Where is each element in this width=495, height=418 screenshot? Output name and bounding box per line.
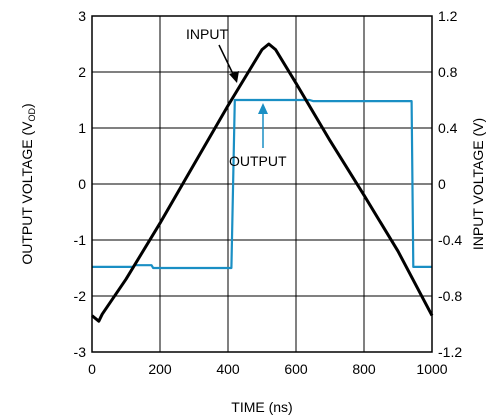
y-axis-left-title: OUTPUT VOLTAGE (VOD)	[19, 103, 37, 264]
x-tick-label: 600	[284, 361, 308, 377]
y-left-tick-label: 1	[78, 120, 86, 136]
y-right-tick-label: 0.8	[438, 64, 458, 80]
x-tick-label: 800	[352, 361, 376, 377]
y-right-tick-label: -0.4	[438, 232, 462, 248]
series-line-input	[91, 42, 434, 323]
y-right-tick-label: 0	[438, 176, 446, 192]
tick-labels: 0 200 400 600 800 1000 3 2 1 0 -1 -2 -3 1.2 0.8 0.4 0 -0.…	[74, 8, 463, 377]
y-right-tick-label: 1.2	[438, 8, 458, 24]
y-left-tick-label: 0	[78, 176, 86, 192]
y-left-tick-label: -2	[74, 288, 87, 304]
input-annotation-label: INPUT	[186, 26, 228, 42]
plot-frame	[91, 15, 433, 353]
y-right-tick-label: -0.8	[438, 288, 462, 304]
y-left-tick-label: 3	[78, 8, 86, 24]
x-tick-label: 400	[216, 361, 240, 377]
input-annotation: INPUT	[186, 26, 239, 83]
output-annotation-label: OUTPUT	[229, 153, 287, 169]
x-axis-title: TIME (ns)	[231, 399, 292, 415]
y-left-tick-label: -3	[74, 344, 87, 360]
x-tick-label: 200	[148, 361, 172, 377]
output-annotation: OUTPUT	[229, 103, 287, 169]
x-tick-label: 0	[88, 361, 96, 377]
y-left-tick-label: 2	[78, 64, 86, 80]
output-annotation-arrowhead	[258, 103, 268, 114]
input-annotation-arrowhead	[229, 71, 239, 83]
y-right-tick-label: 0.4	[438, 120, 458, 136]
x-tick-label: 1000	[416, 361, 447, 377]
input-annotation-arrow	[218, 44, 235, 77]
y-left-tick-label: -1	[74, 232, 87, 248]
y-axis-left-title-close: )	[19, 103, 35, 108]
y-axis-left-title-main: OUTPUT VOLTAGE (V	[19, 121, 35, 265]
gridlines	[92, 16, 432, 352]
y-axis-left-title-subscript: OD	[27, 108, 37, 122]
y-axis-right-title: INPUT VOLTAGE (V)	[470, 118, 486, 250]
series-layer	[91, 42, 434, 323]
y-right-tick-label: -1.2	[438, 344, 462, 360]
